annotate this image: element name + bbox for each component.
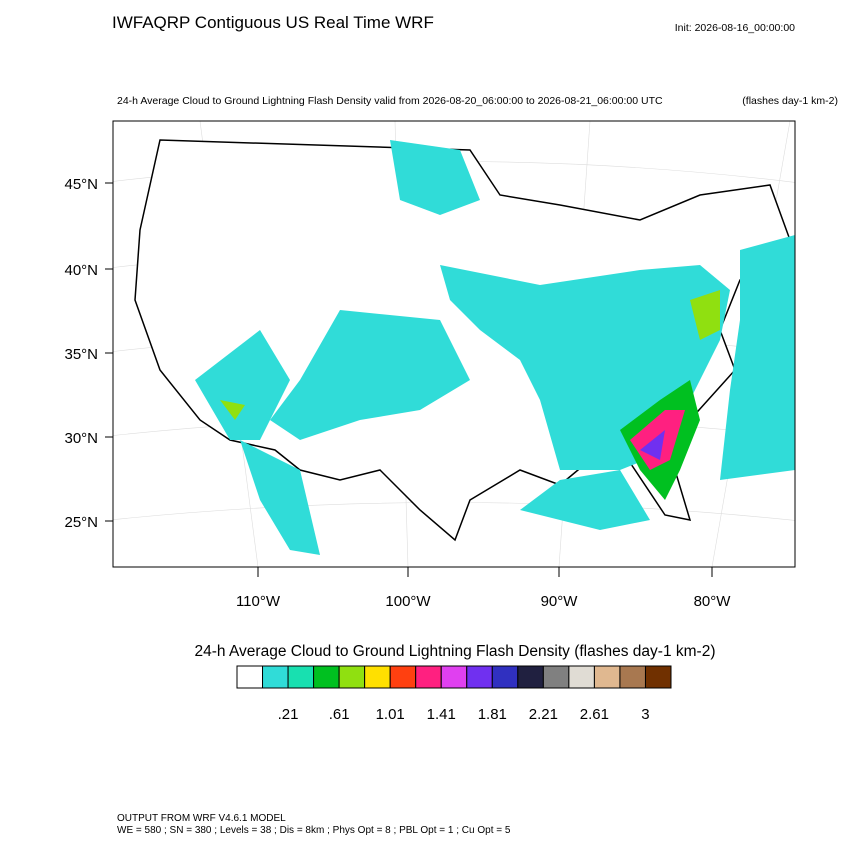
color-box xyxy=(287,665,315,689)
color-box xyxy=(415,665,442,689)
map-content xyxy=(113,121,795,567)
colorbar-label: 3 xyxy=(641,706,649,723)
map-subtitle: 24-h Average Cloud to Ground Lightning F… xyxy=(117,95,663,107)
color-box xyxy=(517,665,544,689)
colorbar-label: .61 xyxy=(329,706,350,723)
lon-label: 80°W xyxy=(694,593,732,610)
lat-label: 40°N xyxy=(64,262,98,279)
color-box xyxy=(389,665,417,689)
lat-label: 30°N xyxy=(64,430,98,447)
colorbar-label: 1.01 xyxy=(376,706,405,723)
colorbar: .21 .61 1.01 1.41 1.81 2.21 2.61 3 xyxy=(236,665,672,723)
init-time: Init: 2026-08-16_00:00:00 xyxy=(675,22,795,34)
lat-label: 25°N xyxy=(64,514,98,531)
footer-line: OUTPUT FROM WRF V4.6.1 MODEL xyxy=(117,813,286,824)
colorbar-label: 1.81 xyxy=(478,706,507,723)
colorbar-title: 24-h Average Cloud to Ground Lightning F… xyxy=(195,643,716,660)
color-box xyxy=(644,665,672,689)
footer-line: WE = 580 ; SN = 380 ; Levels = 38 ; Dis … xyxy=(117,825,511,836)
colorbar-label: 1.41 xyxy=(427,706,456,723)
color-box xyxy=(236,665,264,689)
lat-label: 45°N xyxy=(64,176,98,193)
color-box xyxy=(338,665,366,689)
map xyxy=(112,120,796,568)
colorbar-label: 2.61 xyxy=(580,706,609,723)
lon-labels: 110°W 100°W 90°W 80°W xyxy=(236,567,731,610)
color-box xyxy=(593,665,621,689)
map-frame xyxy=(112,120,796,568)
color-box xyxy=(491,665,519,689)
color-box xyxy=(542,665,570,689)
lon-label: 110°W xyxy=(236,593,281,610)
colorbar-label: 2.21 xyxy=(529,706,558,723)
color-box xyxy=(313,665,340,689)
color-box xyxy=(568,665,595,689)
color-box xyxy=(466,665,493,689)
color-box xyxy=(619,665,646,689)
lat-labels: 45°N 40°N 35°N 30°N 25°N xyxy=(64,176,113,531)
color-box xyxy=(262,665,289,689)
title: IWFAQRP Contiguous US Real Time WRF xyxy=(112,13,434,32)
colorbar-label: .21 xyxy=(278,706,299,723)
high-density-areas xyxy=(220,290,720,500)
color-box xyxy=(440,665,468,689)
lat-label: 35°N xyxy=(64,346,98,363)
lon-label: 90°W xyxy=(541,593,579,610)
lon-label: 100°W xyxy=(385,593,431,610)
color-box xyxy=(364,665,391,689)
map-units: (flashes day-1 km-2) xyxy=(742,95,838,107)
